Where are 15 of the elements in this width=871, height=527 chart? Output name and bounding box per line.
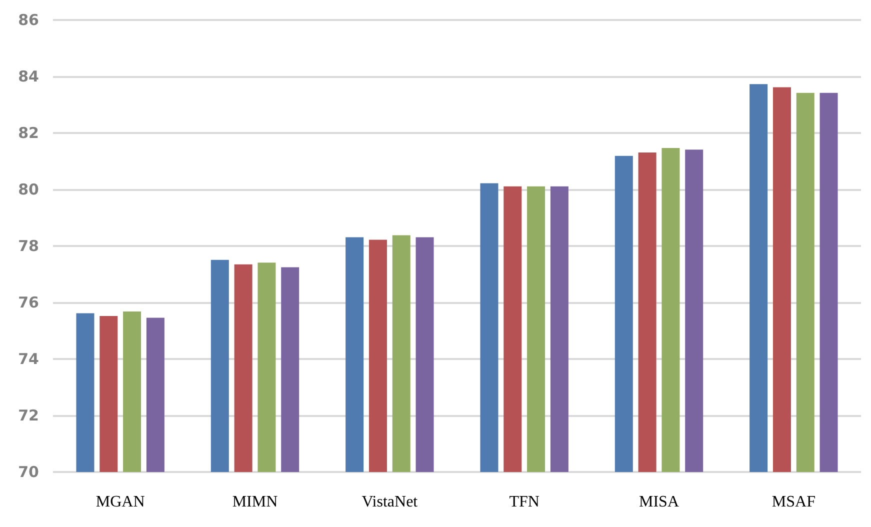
y-tick-label: 70: [18, 463, 39, 481]
y-tick-label: 74: [18, 350, 39, 368]
x-tick-label: MISA: [638, 494, 680, 510]
x-tick-label: MSAF: [772, 494, 816, 510]
x-tick-label: MIMN: [232, 494, 278, 510]
y-tick-label: 76: [18, 294, 39, 312]
y-tick-label: 78: [18, 237, 39, 255]
y-tick-label: 84: [18, 68, 39, 86]
y-tick-label: 72: [18, 406, 39, 424]
y-tick-label: 80: [18, 180, 39, 198]
y-tick-label: 86: [18, 11, 39, 29]
x-tick-label: VistaNet: [362, 494, 418, 510]
x-tick-label: MGAN: [96, 494, 146, 510]
y-tick-label: 82: [18, 124, 39, 142]
x-tick-label: TFN: [509, 494, 540, 510]
